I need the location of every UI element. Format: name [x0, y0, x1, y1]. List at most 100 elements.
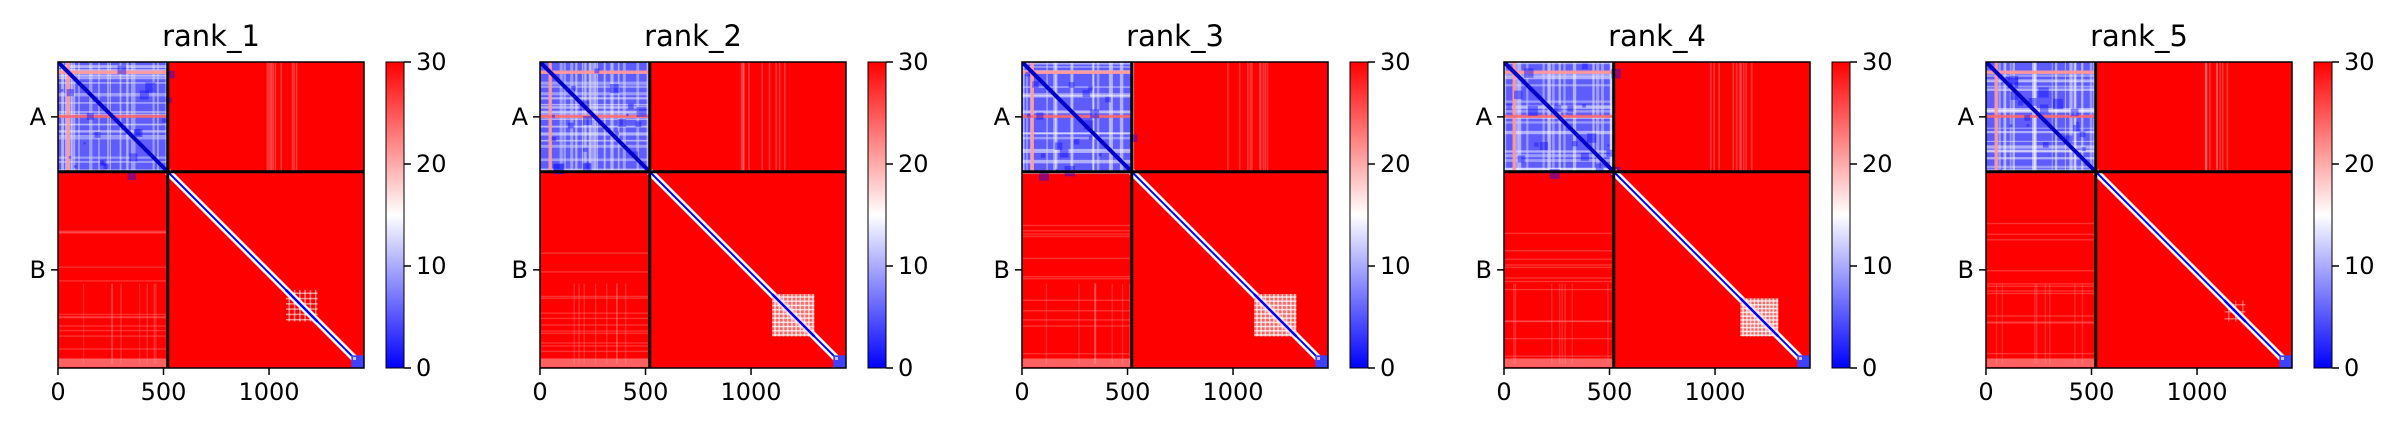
ba-stripe — [1986, 233, 2096, 235]
aa-patch — [2070, 108, 2079, 117]
y-tick-label: B — [512, 256, 528, 284]
ab-stripe — [1740, 62, 1742, 172]
ba-stripe — [1094, 283, 1097, 364]
b-domain-grid — [786, 294, 789, 337]
aa-patch — [1098, 153, 1102, 157]
ab-stripe — [783, 62, 786, 172]
aa-texture — [540, 126, 650, 128]
aa-patch — [1026, 113, 1031, 118]
aa-patch — [1587, 133, 1597, 143]
ba-stripe — [1022, 325, 1132, 327]
y-tick-label: B — [30, 256, 46, 284]
aa-texture — [1986, 79, 2096, 82]
ba-stripe — [1111, 283, 1114, 364]
aa-texture — [540, 125, 650, 128]
b-domain-grid — [772, 321, 815, 324]
colorbar-tick-label: 10 — [898, 252, 929, 280]
aa-hot-stripe — [1504, 71, 1614, 74]
ba-stripe — [1504, 232, 1614, 235]
aa-patch — [2004, 76, 2010, 82]
ba-stripe — [2074, 283, 2076, 364]
aa-patch — [127, 171, 136, 180]
ba-stripe — [1558, 283, 1561, 364]
ab-stripe — [740, 62, 743, 172]
aa-patch — [2024, 115, 2031, 121]
b-domain-grid — [285, 303, 318, 305]
aa-patch — [2008, 78, 2019, 89]
ba-stripe — [1504, 277, 1614, 279]
ba-stripe — [2036, 283, 2038, 364]
b-domain-grid — [1740, 323, 1779, 325]
ab-stripe — [742, 62, 745, 172]
aa-texture — [540, 144, 650, 148]
x-tick-label: 1000 — [1684, 378, 1745, 406]
ab-stripe — [761, 62, 764, 172]
aa-patch — [2009, 124, 2013, 128]
ba-stripe — [2034, 283, 2036, 364]
aa-texture — [1986, 127, 2096, 129]
aa-patch — [582, 163, 592, 173]
aa-patch — [1059, 148, 1069, 158]
aa-texture — [1022, 132, 1132, 134]
b-domain-grid — [772, 308, 815, 311]
ba-stripe — [1022, 257, 1132, 260]
aa-texture — [1022, 148, 1132, 151]
x-tick-label: 0 — [1978, 378, 1993, 406]
b-domain-diagonal — [1739, 297, 1780, 338]
aa-texture — [58, 75, 168, 77]
ab-stripe — [2204, 62, 2207, 172]
x-tick-label: 500 — [141, 378, 187, 406]
aa-texture — [540, 103, 650, 106]
b-domain-grid — [2227, 300, 2230, 322]
b-domain-grid — [1765, 298, 1767, 337]
aa-patch — [1580, 152, 1589, 161]
b-domain-grid — [1746, 298, 1748, 337]
b-domain-grid — [1285, 294, 1288, 337]
ba-bottom-band — [58, 358, 168, 367]
aa-patch — [584, 162, 591, 169]
ba-stripe — [155, 283, 157, 364]
ab-stripe — [1742, 62, 1745, 172]
x-tick-label: 0 — [1496, 378, 1511, 406]
b-domain-grid — [285, 318, 318, 321]
ab-stripe — [1249, 62, 1252, 172]
aa-patch — [636, 107, 647, 118]
aa-patch — [626, 113, 629, 117]
aa-texture — [540, 168, 650, 172]
b-domain-grid — [2224, 318, 2246, 320]
ba-stripe — [1504, 355, 1614, 357]
b-domain-grid — [285, 292, 318, 295]
y-tick-label: A — [1958, 103, 1975, 131]
aa-patch — [1567, 105, 1574, 112]
aa-patch — [553, 163, 565, 174]
ba-stripe — [2049, 283, 2051, 364]
aa-patch — [83, 142, 86, 145]
colorbar-tick-label: 10 — [2344, 252, 2375, 280]
ba-stripe — [58, 280, 168, 282]
ab-stripe — [2209, 62, 2211, 172]
panel-rank_4: rank_4 0 500 1000 A B 0 10 20 30 — [1476, 19, 1893, 406]
aa-texture — [1022, 94, 1132, 96]
b-domain-grid — [1254, 321, 1297, 324]
b-domain-grid — [1254, 317, 1297, 319]
aa-texture — [1986, 131, 2096, 134]
ab-stripe — [272, 62, 274, 172]
b-domain-grid — [1277, 294, 1279, 337]
ab-stripe — [1262, 62, 1265, 172]
ab-stripe — [2205, 62, 2208, 172]
ba-stripe — [120, 283, 122, 364]
b-domain-grid — [1254, 330, 1297, 332]
ba-stripe — [138, 283, 141, 364]
aa-patch — [2063, 135, 2073, 144]
x-tick-label: 1000 — [2166, 378, 2227, 406]
ba-stripe — [1022, 299, 1132, 301]
ba-stripe — [1571, 283, 1573, 364]
ba-stripe — [1504, 250, 1614, 252]
ba-stripe — [583, 283, 585, 364]
aa-patch — [1036, 112, 1044, 120]
aa-patch — [117, 65, 127, 75]
aa-patch — [1129, 134, 1138, 142]
colorbar-tick-label: 0 — [2344, 354, 2359, 382]
b-domain-grid — [304, 289, 306, 322]
aa-patch — [2042, 142, 2049, 148]
